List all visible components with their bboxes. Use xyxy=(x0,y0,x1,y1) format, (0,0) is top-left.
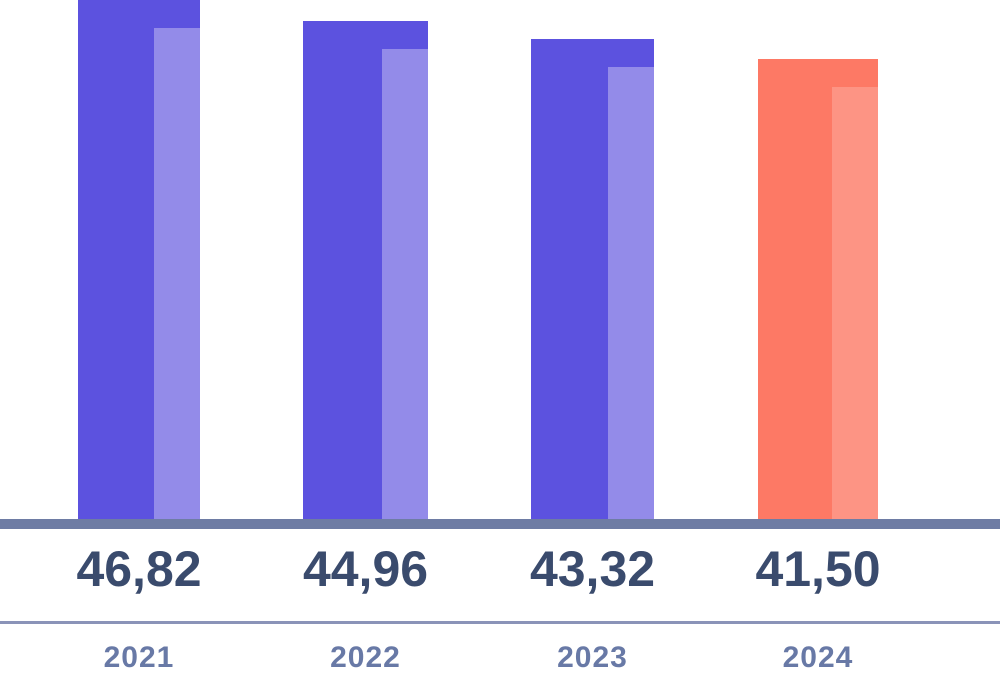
x-axis-line xyxy=(0,519,1000,529)
value-label-2021: 46,82 xyxy=(76,541,202,597)
bar-2024-shadow xyxy=(832,87,878,519)
bar-2021-shadow xyxy=(154,28,200,519)
year-label-2022: 2022 xyxy=(330,641,401,673)
year-label-2021: 2021 xyxy=(103,641,175,673)
value-label-2022: 44,96 xyxy=(302,541,429,597)
value-label-2023: 43,32 xyxy=(529,541,656,597)
divider-line xyxy=(0,621,1000,624)
value-label-2024: 41,50 xyxy=(755,541,881,597)
year-label-2024: 2024 xyxy=(782,641,854,673)
bar-2022-shadow xyxy=(382,48,428,519)
year-label-2023: 2023 xyxy=(557,641,628,673)
bar-2023-shadow xyxy=(608,67,654,519)
